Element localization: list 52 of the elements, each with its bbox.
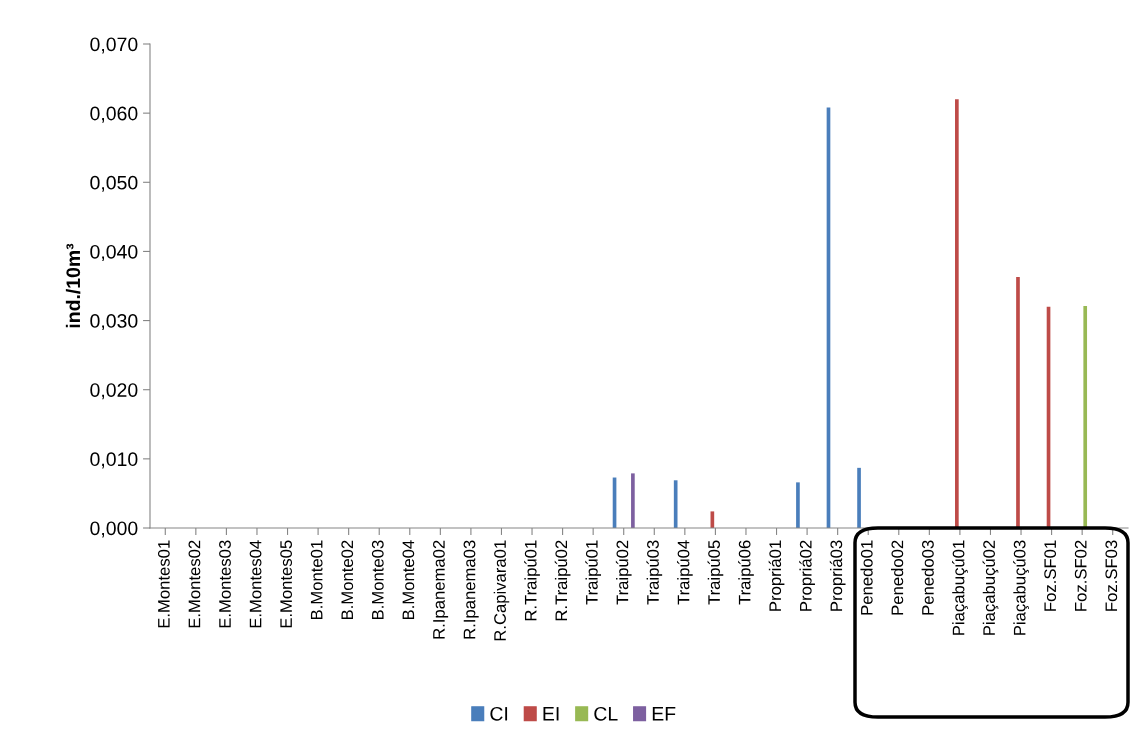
bar [673,480,678,528]
x-tick-label: Traipú06 [738,540,754,605]
x-tick-label: R.Ipanema03 [463,540,479,639]
legend-label: EF [652,707,676,721]
legend-label: CI [490,706,508,721]
bar [857,467,861,528]
x-tick-label: E.Montes03 [219,540,231,628]
x-tick-label: Penedo02 [891,540,904,615]
x-tick-label: Piaçabuçú02 [982,540,999,635]
x-tick-label: Piaçabuçú03 [1013,540,1029,635]
x-tick-label: E.Montes04 [249,540,262,628]
y-tick-label: 0,010 [90,452,138,469]
x-tick-label: Foz.SF02 [1074,540,1087,611]
bar [955,99,959,528]
bar [1083,306,1088,528]
bar [1016,277,1020,528]
y-tick-label: 0,060 [90,106,138,123]
x-tick-label: Foz.SF03 [1105,540,1118,611]
x-tick-label: R.Traipú01 [524,540,540,621]
x-tick-label: R.Capivara01 [493,540,510,641]
x-tick-label: Traipú05 [707,540,724,605]
legend-label: EI [543,707,559,721]
x-tick-label: B.Monte02 [341,540,354,620]
x-tick-label: Foz.SF01 [1044,540,1057,611]
x-tick-label: R.Traipú02 [554,540,571,621]
bar [796,482,800,528]
x-tick-label: B.Monte01 [310,540,323,620]
x-tick-label: Propriá03 [829,540,846,611]
y-tick-label: 0,000 [90,521,138,538]
x-tick-label: B.Monte03 [371,540,384,620]
x-tick-label: Traipú01 [585,540,602,605]
y-tick-label: 0,070 [90,37,138,54]
x-tick-label: Penedo01 [860,540,873,615]
bar [631,473,635,528]
x-tick-label: B.Monte04 [402,540,415,620]
x-tick-label: R.Ipanema02 [433,540,449,639]
y-tick-label: 0,030 [90,314,138,331]
y-tick-label: 0,020 [90,383,138,400]
x-tick-label: Traipú02 [615,540,632,605]
x-tick-label: Traipú04 [676,540,693,605]
x-tick-label: Penedo03 [921,540,934,615]
x-tick-label: E.Montes01 [157,540,170,628]
x-tick-label: Traipú03 [646,540,663,605]
x-tick-label: Propriá01 [768,540,785,611]
x-tick-label: E.Montes02 [188,540,201,628]
x-tick-label: Propriá02 [799,540,815,611]
y-tick-label: 0,050 [90,175,138,192]
y-tick-label: 0,040 [90,244,138,261]
x-tick-label: E.Montes05 [280,540,293,628]
y-axis-title: ind./10m³ [65,243,81,328]
x-tick-label: Piaçabuçú01 [952,540,968,635]
legend-label: CL [594,706,618,721]
